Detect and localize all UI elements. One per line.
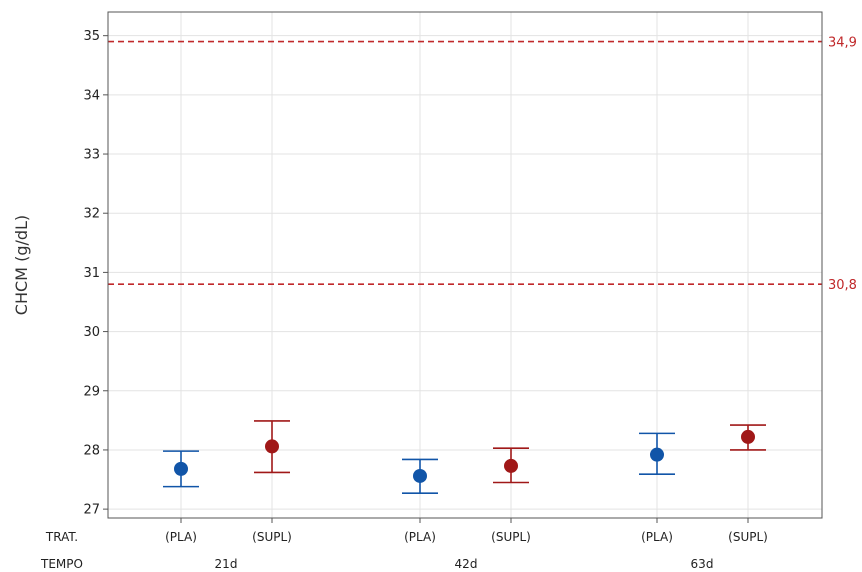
y-tick-label: 28 xyxy=(83,443,100,458)
time-label: 21d xyxy=(215,557,238,571)
row-title-treatment: TRAT. xyxy=(45,530,78,544)
reference-line-label: 30,8 xyxy=(828,278,857,293)
y-tick-label: 27 xyxy=(83,503,100,518)
interval-0-0 xyxy=(163,450,199,488)
y-tick-label: 32 xyxy=(83,207,100,222)
y-axis-title: CHCM (g/dL) xyxy=(12,215,31,315)
interval-points xyxy=(163,420,766,494)
mean-point xyxy=(741,429,755,444)
treatment-label: (PLA) xyxy=(165,530,197,544)
interval-1-1 xyxy=(493,447,529,484)
mean-point xyxy=(265,439,279,454)
time-label: 63d xyxy=(691,557,714,571)
treatment-label: (SUPL) xyxy=(491,530,531,544)
reference-line-label: 34,9 xyxy=(828,36,857,51)
interval-2-0 xyxy=(639,432,675,476)
y-tick-label: 33 xyxy=(83,148,100,163)
y-tick-label: 31 xyxy=(83,266,100,281)
treatment-label: (PLA) xyxy=(404,530,436,544)
mean-point xyxy=(650,447,664,462)
y-axis: 27 28 29 30 31 32 33 34 35 xyxy=(83,29,108,518)
plot-frame xyxy=(107,11,823,519)
mean-point xyxy=(504,458,518,473)
row-title-time: TEMPO xyxy=(40,557,83,571)
grid-layer xyxy=(108,12,822,518)
interval-0-1 xyxy=(254,420,290,474)
treatment-label: (PLA) xyxy=(641,530,673,544)
x-axis: (PLA) (SUPL) 21d (PLA) (SUPL) 42d (PLA) (SUPL) 6… xyxy=(40,518,768,571)
interval-1-0 xyxy=(402,458,438,494)
y-tick-label: 30 xyxy=(83,325,100,340)
reference-lines: 34,9 30,8 xyxy=(108,36,857,293)
treatment-label: (SUPL) xyxy=(252,530,292,544)
y-tick-label: 34 xyxy=(83,88,100,103)
y-tick-label: 29 xyxy=(83,384,100,399)
time-label: 42d xyxy=(455,557,478,571)
y-tick-label: 35 xyxy=(83,29,100,44)
mean-point xyxy=(174,461,188,476)
mean-point xyxy=(413,468,427,483)
interval-2-1 xyxy=(730,424,766,451)
treatment-label: (SUPL) xyxy=(728,530,768,544)
